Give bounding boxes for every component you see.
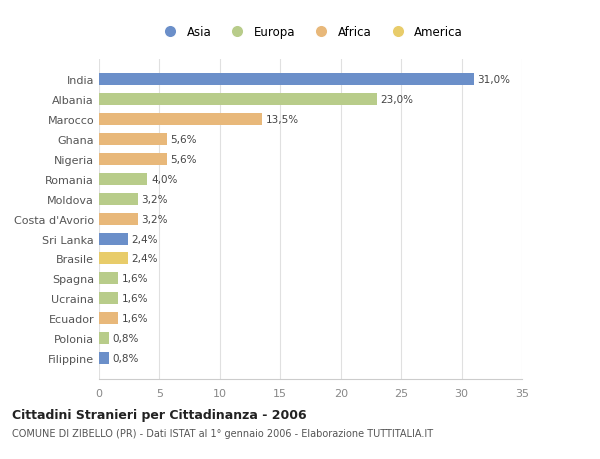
Text: 3,2%: 3,2% — [142, 194, 168, 204]
Text: 0,8%: 0,8% — [112, 333, 139, 343]
Text: 2,4%: 2,4% — [131, 234, 158, 244]
Text: 5,6%: 5,6% — [170, 135, 197, 145]
Bar — [99, 213, 137, 225]
Text: 13,5%: 13,5% — [266, 115, 299, 125]
Bar — [99, 313, 118, 325]
Text: COMUNE DI ZIBELLO (PR) - Dati ISTAT al 1° gennaio 2006 - Elaborazione TUTTITALIA: COMUNE DI ZIBELLO (PR) - Dati ISTAT al 1… — [12, 428, 433, 438]
Bar — [99, 74, 473, 86]
Text: 31,0%: 31,0% — [477, 75, 510, 85]
Bar — [99, 273, 118, 285]
Bar — [99, 114, 262, 126]
Text: 2,4%: 2,4% — [131, 254, 158, 264]
Text: 1,6%: 1,6% — [122, 274, 148, 284]
Bar — [99, 193, 137, 205]
Bar — [99, 352, 109, 364]
Text: Cittadini Stranieri per Cittadinanza - 2006: Cittadini Stranieri per Cittadinanza - 2… — [12, 408, 307, 421]
Bar — [99, 332, 109, 344]
Bar — [99, 94, 377, 106]
Text: 1,6%: 1,6% — [122, 294, 148, 303]
Bar — [99, 154, 167, 166]
Text: 3,2%: 3,2% — [142, 214, 168, 224]
Bar — [99, 293, 118, 305]
Text: 1,6%: 1,6% — [122, 313, 148, 324]
Bar — [99, 174, 148, 185]
Bar — [99, 253, 128, 265]
Text: 5,6%: 5,6% — [170, 155, 197, 165]
Text: 4,0%: 4,0% — [151, 174, 178, 185]
Legend: Asia, Europa, Africa, America: Asia, Europa, Africa, America — [154, 21, 467, 43]
Text: 23,0%: 23,0% — [380, 95, 413, 105]
Bar — [99, 233, 128, 245]
Bar — [99, 134, 167, 146]
Text: 0,8%: 0,8% — [112, 353, 139, 363]
